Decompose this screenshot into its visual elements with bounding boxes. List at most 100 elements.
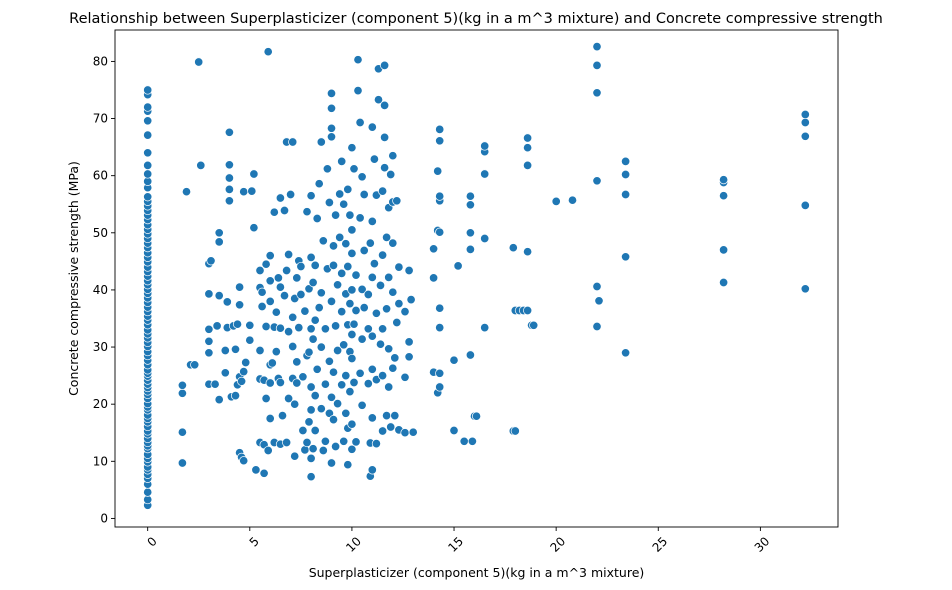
data-point xyxy=(343,460,353,470)
data-point xyxy=(249,223,259,233)
data-point xyxy=(306,472,316,482)
x-tick-label: 10 xyxy=(343,534,364,555)
data-point xyxy=(255,345,265,356)
data-point xyxy=(143,116,153,126)
x-tick-label: 5 xyxy=(247,534,262,549)
data-point xyxy=(339,340,349,350)
data-point xyxy=(214,395,224,405)
data-point xyxy=(349,164,359,174)
data-point xyxy=(523,143,533,153)
data-point xyxy=(181,187,192,197)
data-point xyxy=(621,169,631,180)
data-point xyxy=(343,184,353,194)
data-point xyxy=(331,441,341,452)
data-point xyxy=(143,148,153,158)
data-point xyxy=(308,334,318,344)
data-point xyxy=(355,213,365,223)
data-point xyxy=(349,319,359,329)
data-point xyxy=(621,252,631,262)
points-layer xyxy=(143,42,810,510)
data-point xyxy=(331,210,341,220)
data-point xyxy=(275,377,285,388)
data-point xyxy=(224,127,234,137)
data-point xyxy=(271,347,281,357)
data-point xyxy=(551,196,561,206)
data-point xyxy=(239,456,249,466)
data-point xyxy=(314,303,324,313)
data-point xyxy=(288,312,298,322)
data-point xyxy=(328,241,339,251)
data-point xyxy=(273,273,283,283)
data-point xyxy=(308,277,318,288)
data-point xyxy=(220,368,230,378)
data-point xyxy=(367,364,377,374)
data-point xyxy=(510,426,520,436)
data-point xyxy=(312,213,322,224)
data-point xyxy=(255,265,265,276)
data-point xyxy=(224,196,234,206)
data-point xyxy=(592,42,602,52)
data-point xyxy=(196,160,206,170)
data-point xyxy=(328,260,339,270)
data-point xyxy=(194,57,204,67)
data-point xyxy=(359,189,369,200)
data-point xyxy=(719,277,729,288)
data-point xyxy=(719,245,729,255)
data-point xyxy=(345,210,355,220)
data-point xyxy=(290,451,300,461)
data-point xyxy=(408,427,418,437)
data-point xyxy=(247,186,257,196)
data-point xyxy=(333,345,343,356)
data-point xyxy=(480,323,490,333)
data-point xyxy=(351,437,361,447)
data-point xyxy=(359,245,369,256)
data-point xyxy=(275,323,285,333)
data-point xyxy=(306,382,316,392)
y-axis-ticks: 0 10 20 30 40 50 60 70 80 xyxy=(93,54,115,525)
data-point xyxy=(271,307,281,317)
data-point xyxy=(378,371,388,381)
data-point xyxy=(523,160,533,170)
data-point xyxy=(337,307,347,317)
data-point xyxy=(326,132,337,142)
data-point xyxy=(320,324,330,334)
data-point xyxy=(592,176,602,186)
data-point xyxy=(143,160,153,170)
data-point xyxy=(592,60,602,70)
plot-area-frame xyxy=(114,29,839,528)
data-point xyxy=(265,413,275,424)
data-point xyxy=(302,207,312,217)
data-point xyxy=(331,321,341,331)
data-point xyxy=(326,458,337,468)
data-point xyxy=(388,363,398,373)
data-point xyxy=(369,259,379,269)
data-point xyxy=(310,391,320,401)
data-point xyxy=(380,132,390,142)
y-tick-label: 20 xyxy=(93,397,108,411)
data-point xyxy=(404,337,414,347)
data-point xyxy=(390,411,400,421)
data-point xyxy=(143,102,153,112)
data-point xyxy=(375,339,386,349)
data-point xyxy=(316,137,326,147)
data-point xyxy=(380,163,390,173)
x-axis-label: Superplasticizer (component 5)(kg in a m… xyxy=(309,565,645,580)
data-point xyxy=(347,225,357,235)
data-point xyxy=(284,327,294,337)
data-point xyxy=(306,453,316,463)
data-point xyxy=(261,393,271,404)
data-point xyxy=(429,273,439,283)
data-point xyxy=(306,405,316,415)
data-point xyxy=(529,320,539,330)
data-point xyxy=(288,137,298,147)
data-point xyxy=(435,227,445,237)
data-point xyxy=(341,408,351,418)
data-point xyxy=(322,164,332,174)
data-point xyxy=(378,186,388,196)
data-point xyxy=(232,319,243,329)
y-tick-label: 0 xyxy=(100,511,108,525)
data-point xyxy=(279,291,290,301)
data-point xyxy=(177,388,187,398)
data-point xyxy=(449,355,459,365)
data-point xyxy=(177,380,187,390)
